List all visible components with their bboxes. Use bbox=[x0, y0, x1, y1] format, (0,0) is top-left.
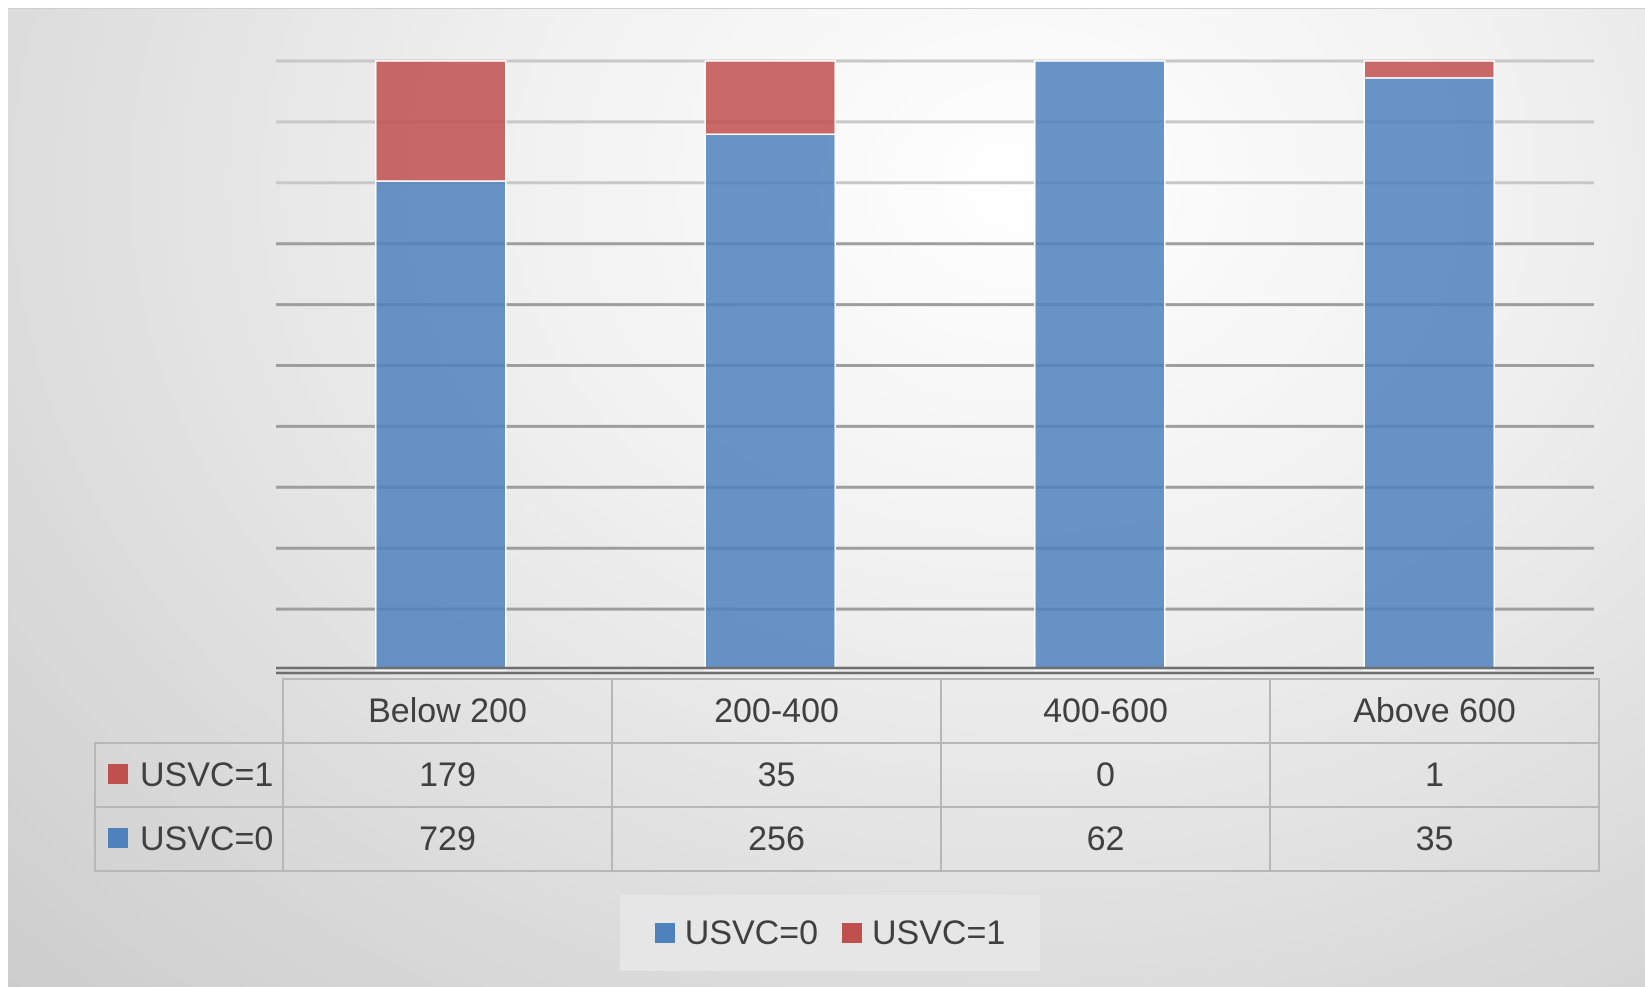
bar-usvc1-above-600 bbox=[1363, 60, 1495, 79]
legend-swatch bbox=[842, 923, 862, 943]
table-row-usvc1: USVC=1 179 35 0 1 bbox=[94, 742, 1600, 808]
plot-area bbox=[276, 59, 1594, 675]
series-swatch bbox=[108, 763, 128, 784]
bar-usvc0-below-200 bbox=[375, 180, 507, 671]
category-label: Above 600 bbox=[1269, 678, 1600, 744]
category-label: 400-600 bbox=[940, 678, 1271, 744]
table-cell: 256 bbox=[611, 806, 942, 872]
table-cell: 729 bbox=[282, 806, 613, 872]
table-cell: 0 bbox=[940, 742, 1271, 808]
category-label: 200-400 bbox=[611, 678, 942, 744]
bar-usvc0-200-400 bbox=[704, 133, 836, 671]
table-cell: 1 bbox=[1269, 742, 1600, 808]
legend-label: USVC=1 bbox=[872, 913, 1006, 952]
table-corner bbox=[95, 679, 284, 744]
table-cell: 35 bbox=[1269, 806, 1600, 872]
table-cell: 179 bbox=[282, 742, 613, 808]
category-label: Below 200 bbox=[282, 678, 613, 744]
bar-usvc0-400-600 bbox=[1034, 60, 1166, 671]
bar-usvc0-above-600 bbox=[1363, 77, 1495, 671]
table-row-usvc0: USVC=0 729 256 62 35 bbox=[94, 806, 1600, 872]
legend-label: USVC=0 bbox=[684, 913, 818, 952]
series-row-label: USVC=1 bbox=[94, 742, 284, 808]
table-cell: 62 bbox=[940, 806, 1271, 872]
legend-item-usvc1: USVC=1 bbox=[842, 914, 1005, 953]
bar-usvc1-below-200 bbox=[375, 60, 507, 182]
legend-swatch bbox=[654, 923, 675, 943]
category-header-row: Below 200 200-400 400-600 Above 600 bbox=[95, 678, 1600, 744]
table-cell: 35 bbox=[611, 742, 942, 808]
chart-area: Below 200 200-400 400-600 Above 600 USVC… bbox=[8, 8, 1645, 987]
data-table: Below 200 200-400 400-600 Above 600 USVC… bbox=[94, 678, 1600, 872]
legend-item-usvc0: USVC=0 bbox=[654, 913, 818, 953]
legend: USVC=0 USVC=1 bbox=[620, 895, 1040, 971]
series-swatch bbox=[108, 827, 128, 848]
series-row-label: USVC=0 bbox=[94, 806, 284, 872]
bar-usvc1-200-400 bbox=[704, 60, 836, 135]
